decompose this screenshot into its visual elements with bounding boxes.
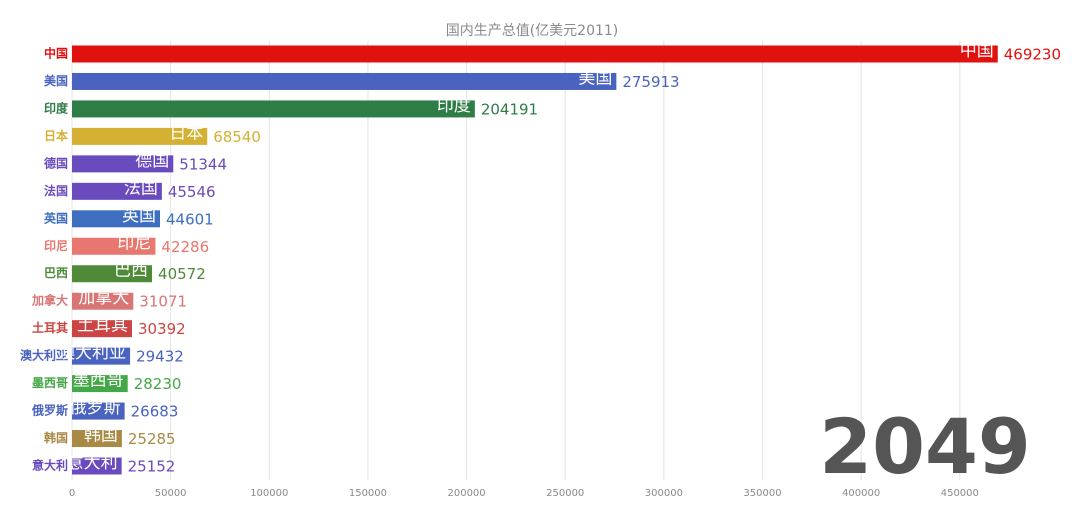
value-label: 42286	[161, 238, 209, 256]
bar	[72, 127, 208, 145]
bar	[72, 100, 475, 118]
category-label: 墨西哥	[32, 376, 68, 390]
x-tick-label: 0	[69, 488, 75, 499]
value-label: 30392	[138, 320, 186, 338]
x-tick-label: 450000	[941, 488, 979, 499]
bar-inner-label: 德国	[135, 151, 169, 171]
bar	[72, 237, 156, 255]
value-label: 40572	[158, 265, 206, 283]
bar	[72, 457, 122, 475]
value-label: 68540	[213, 128, 261, 146]
bar	[72, 45, 998, 63]
category-label: 土耳其	[32, 320, 68, 335]
bar	[72, 402, 125, 420]
bar	[72, 430, 122, 448]
category-label: 美国	[44, 73, 68, 88]
x-tick-label: 300000	[645, 488, 683, 499]
category-label: 日本	[44, 128, 68, 143]
bar-inner-label: 俄罗斯	[70, 398, 121, 418]
value-label: 275913	[622, 73, 679, 91]
x-tick-label: 150000	[349, 488, 387, 499]
bar	[72, 292, 134, 310]
value-label: 26683	[131, 403, 179, 421]
bar-inner-label: 加拿大	[78, 287, 129, 308]
bar-inner-label: 日本	[169, 123, 203, 143]
value-label: 31071	[139, 293, 187, 311]
bar-inner-label: 英国	[122, 206, 156, 226]
bar-inner-label: 中国	[960, 41, 994, 61]
bar-inner-label: 巴西	[114, 261, 148, 281]
category-label: 印尼	[44, 239, 68, 253]
year-label: 2049	[819, 402, 1031, 491]
category-label: 德国	[44, 155, 68, 170]
value-label: 469230	[1004, 46, 1061, 64]
bar-inner-label: 韩国	[84, 426, 118, 446]
category-label: 英国	[44, 210, 68, 225]
bar-inner-label: 印尼	[117, 233, 151, 253]
value-label: 25152	[128, 458, 176, 476]
bar-inner-label: 意大利	[67, 453, 118, 473]
value-label: 51344	[179, 155, 227, 173]
category-label: 印度	[44, 100, 69, 115]
bar	[72, 72, 617, 90]
bar	[72, 265, 153, 283]
value-label: 25285	[128, 430, 176, 448]
x-tick-label: 50000	[155, 488, 187, 499]
bar-inner-label: 墨西哥	[73, 371, 124, 391]
value-label: 28230	[134, 375, 182, 393]
category-label: 俄罗斯	[31, 403, 68, 418]
category-label: 中国	[44, 46, 68, 61]
bar	[72, 375, 128, 393]
value-label: 204191	[481, 100, 538, 118]
x-tick-label: 100000	[250, 488, 288, 499]
bar-inner-label: 印度	[437, 96, 471, 116]
value-label: 45546	[168, 183, 216, 201]
category-label: 法国	[44, 183, 68, 198]
bar-inner-label: 美国	[578, 68, 612, 88]
category-label: 韩国	[44, 430, 68, 445]
value-label: 44601	[166, 210, 214, 228]
category-label: 加拿大	[31, 293, 68, 308]
chart-title: 国内生产总值(亿美元2011)	[446, 23, 619, 39]
bar	[72, 155, 174, 173]
bar	[72, 347, 131, 365]
bar-inner-label: 土耳其	[77, 316, 128, 336]
bar-inner-label: 澳大利亚	[58, 343, 126, 363]
bar	[72, 320, 132, 338]
x-tick-label: 200000	[447, 488, 485, 499]
bar	[72, 210, 160, 228]
x-tick-label: 250000	[546, 488, 584, 499]
x-tick-label: 350000	[743, 488, 781, 499]
bar-inner-label: 法国	[124, 178, 158, 198]
bar	[72, 182, 162, 200]
category-label: 意大利	[32, 458, 68, 473]
value-label: 29432	[136, 348, 184, 366]
category-label: 澳大利亚	[20, 348, 68, 363]
x-tick-label: 400000	[842, 488, 880, 499]
category-label: 巴西	[44, 266, 68, 280]
